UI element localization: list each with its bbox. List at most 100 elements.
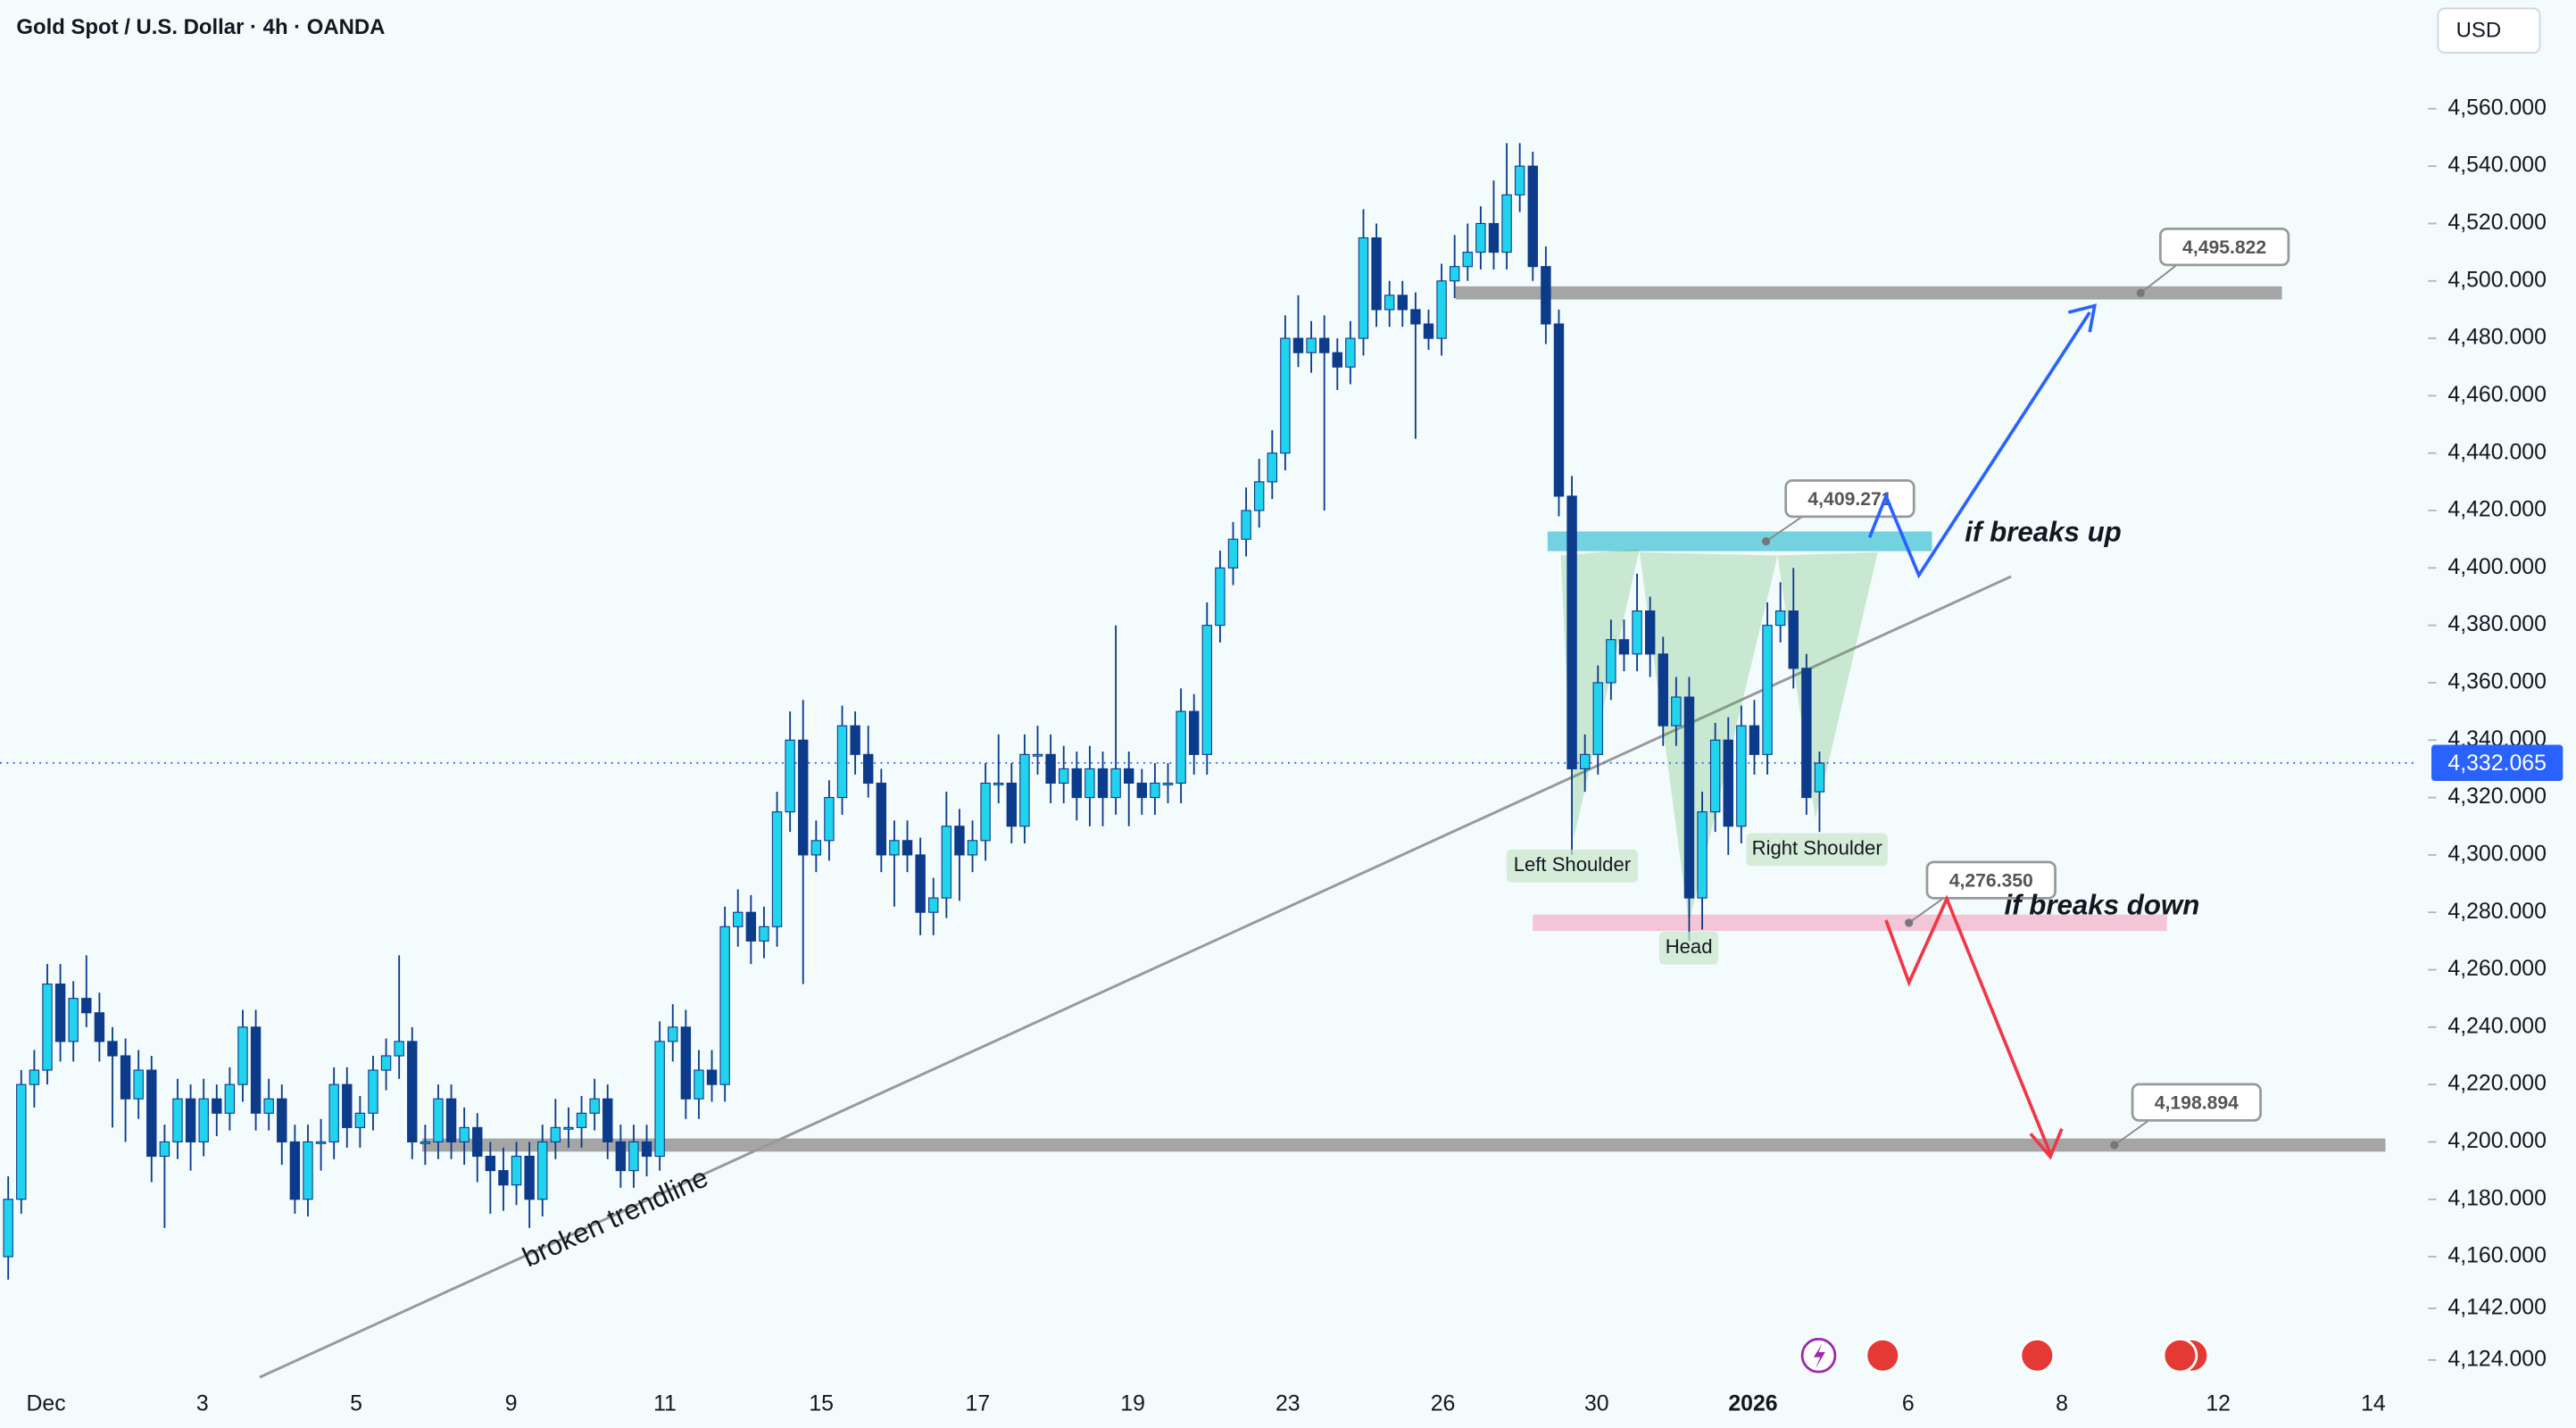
candle-body — [1671, 696, 1682, 726]
x-tick-label: 19 — [1120, 1392, 1145, 1416]
candle-body — [733, 911, 744, 927]
candle-body — [654, 1041, 665, 1158]
arrow-head — [2067, 303, 2098, 333]
candle-body — [1332, 352, 1342, 368]
head-shade — [1639, 552, 1778, 924]
candle-body — [81, 998, 92, 1014]
y-tick-label: 4,560.000 — [2447, 95, 2546, 120]
candle-body — [1384, 295, 1395, 311]
y-tick-label: 4,500.000 — [2447, 268, 2546, 292]
candle-body — [212, 1098, 222, 1114]
candle-body — [368, 1069, 378, 1114]
callout-label: 4,495.822 — [2182, 237, 2266, 258]
candle-body — [1788, 610, 1799, 669]
candle-body — [1449, 266, 1460, 282]
event-icon — [1813, 1343, 1825, 1369]
candle-body — [589, 1098, 600, 1114]
y-tick-label: 4,180.000 — [2447, 1186, 2546, 1210]
candle-body — [863, 753, 874, 785]
candle-body — [1814, 762, 1825, 793]
callout-label: 4,276.350 — [1949, 871, 2033, 892]
candle-body — [1045, 753, 1056, 785]
annotation: if breaks up — [1965, 517, 2122, 548]
candle-body — [459, 1126, 469, 1143]
x-tick-label: 12 — [2206, 1392, 2231, 1416]
candle-body — [1632, 610, 1642, 655]
candle-body — [328, 1083, 339, 1143]
event-flag[interactable] — [1865, 1337, 1901, 1374]
candle-body — [980, 782, 991, 842]
candle-body — [1162, 782, 1174, 785]
x-tick-label: 30 — [1584, 1392, 1609, 1416]
candle-body — [1697, 811, 1708, 899]
candle-body — [993, 782, 1004, 785]
candle-body — [303, 1141, 313, 1200]
y-tick-label: 4,320.000 — [2447, 785, 2546, 809]
candle-body — [1097, 768, 1109, 799]
candle-body — [120, 1055, 131, 1100]
candle-body — [1358, 237, 1369, 339]
candle-body — [1345, 337, 1356, 368]
candle-body — [576, 1112, 587, 1128]
candle-body — [1253, 481, 1265, 511]
annotation: Right Shoulder — [1752, 837, 1882, 859]
candle-body — [1514, 165, 1525, 195]
y-tick-label: 4,260.000 — [2447, 957, 2546, 981]
candle-body — [3, 1199, 13, 1258]
candle-body — [1774, 610, 1786, 627]
candle-body — [29, 1069, 40, 1085]
x-tick-label: 9 — [505, 1392, 518, 1416]
candle-body — [159, 1141, 170, 1158]
candle-body — [1006, 782, 1018, 827]
candle-body — [1227, 538, 1239, 569]
x-tick-label: 6 — [1902, 1392, 1915, 1416]
breakdown-arrow — [1884, 894, 2052, 1155]
callout-leader — [2140, 264, 2178, 294]
candle-body — [1579, 753, 1591, 769]
candle-body — [394, 1041, 404, 1057]
candle-body — [1527, 165, 1538, 268]
level-band — [422, 1138, 2386, 1152]
candle-body — [472, 1126, 483, 1158]
candle-body — [1059, 768, 1069, 785]
event-flag[interactable] — [2019, 1337, 2056, 1374]
callout-leader — [1766, 516, 1803, 543]
y-tick-label: 4,300.000 — [2447, 842, 2546, 866]
candle-body — [107, 1041, 118, 1057]
last-price-box — [2431, 744, 2564, 782]
candle-body — [902, 840, 913, 856]
candle-body — [146, 1069, 157, 1158]
currency-box[interactable] — [2437, 7, 2541, 54]
candle-body — [277, 1098, 287, 1143]
candle-body — [954, 826, 965, 856]
y-tick-label: 4,160.000 — [2447, 1244, 2546, 1268]
candle-body — [550, 1126, 561, 1143]
candle-body — [824, 797, 835, 842]
event-flag[interactable] — [2162, 1337, 2198, 1374]
candle-body — [1436, 280, 1447, 339]
candle-body — [1553, 323, 1565, 497]
y-tick-label: 4,142.000 — [2447, 1296, 2546, 1320]
annotation: Left Shoulder — [1514, 853, 1631, 876]
candle-body — [1658, 653, 1668, 726]
candle-body — [315, 1141, 327, 1144]
candle-body — [1176, 710, 1186, 785]
candle-body — [433, 1098, 444, 1143]
candle-body — [850, 725, 860, 755]
y-tick-label: 4,380.000 — [2447, 612, 2546, 636]
callout-box — [2131, 1083, 2262, 1122]
label-bg — [1506, 849, 1639, 883]
y-tick-label: 4,200.000 — [2447, 1129, 2546, 1153]
candle-body — [263, 1098, 274, 1114]
candle-body — [836, 725, 848, 799]
candle-body — [342, 1083, 353, 1128]
candle-body — [798, 739, 809, 856]
callout-label: 4,409.271 — [1807, 489, 1891, 510]
candle-body — [485, 1155, 496, 1172]
candle-body — [668, 1026, 678, 1042]
candle-body — [810, 840, 822, 856]
candle-body — [250, 1026, 262, 1114]
level-band — [1455, 286, 2282, 300]
